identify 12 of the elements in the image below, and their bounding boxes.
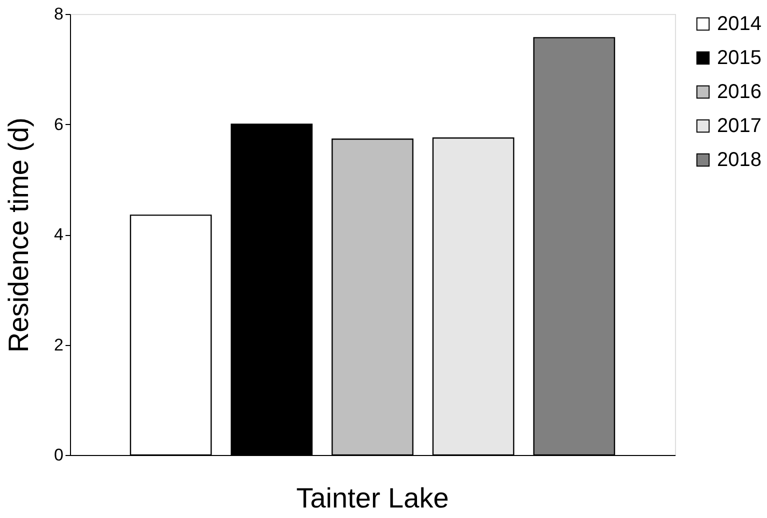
legend-label: 2017 bbox=[717, 115, 762, 137]
y-axis-title: Residence time (d) bbox=[3, 118, 34, 352]
y-tick-label: 4 bbox=[54, 225, 64, 244]
y-tick-label: 6 bbox=[54, 114, 64, 134]
x-tick-label: Tainter Lake bbox=[296, 482, 449, 514]
legend-label: 2016 bbox=[717, 81, 762, 103]
y-tick-label: 2 bbox=[54, 335, 64, 354]
y-tick-label: 8 bbox=[54, 4, 64, 24]
legend-label: 2014 bbox=[717, 13, 762, 35]
legend-label: 2015 bbox=[717, 47, 762, 69]
legend-label: 2018 bbox=[717, 149, 762, 171]
y-tick-label: 0 bbox=[54, 446, 64, 464]
